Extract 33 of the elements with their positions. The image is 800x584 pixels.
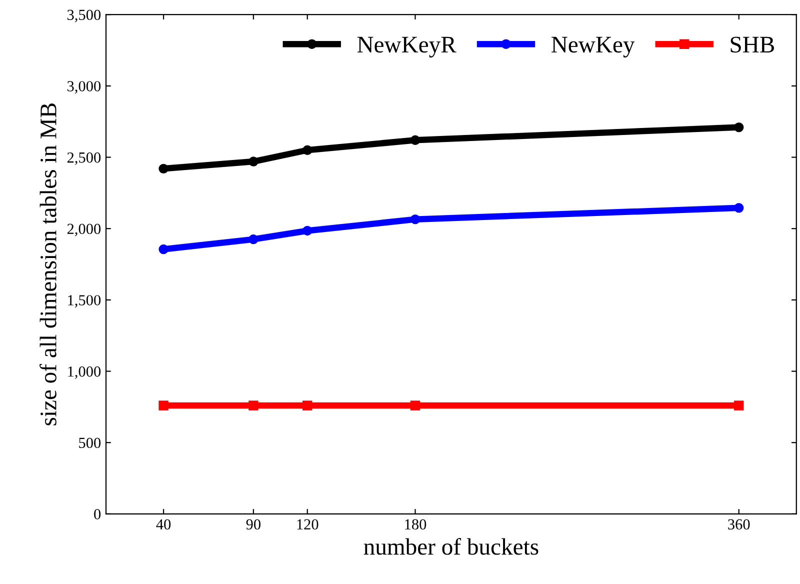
point [734,203,744,213]
point [302,145,312,155]
point [302,226,312,236]
y-axis-title: size of all dimension tables in MB [40,103,56,426]
point [734,122,744,132]
legend-label: NewKeyR [357,36,456,58]
point [410,214,420,224]
y-tick-label: 1,000 [68,366,101,379]
x-tick-label: 90 [246,519,260,530]
y-tick-label: 3,500 [67,10,101,22]
point [302,400,312,410]
point [158,164,168,174]
point [410,400,420,410]
x-tick-label: 120 [297,519,318,530]
legend-label: NewKey [552,36,635,58]
point [248,156,258,166]
point [248,400,258,410]
x-axis-title: number of buckets [364,538,538,555]
x-tick-label: 40 [156,519,171,530]
y-tick-label: 1,500 [68,295,101,308]
point [734,400,744,410]
point [158,244,168,254]
point [410,135,420,146]
y-tick-label: 2,500 [67,152,101,165]
legend-label: SHB [730,36,774,53]
x-tick-label: 180 [405,519,426,530]
y-tick-label: 2,000 [67,224,101,236]
y-tick-label: 0 [94,509,101,520]
point [248,234,258,244]
y-tick-label: 500 [79,438,101,448]
point [158,400,168,410]
y-tick-label: 3,000 [67,81,101,94]
x-tick-label: 360 [728,519,750,530]
